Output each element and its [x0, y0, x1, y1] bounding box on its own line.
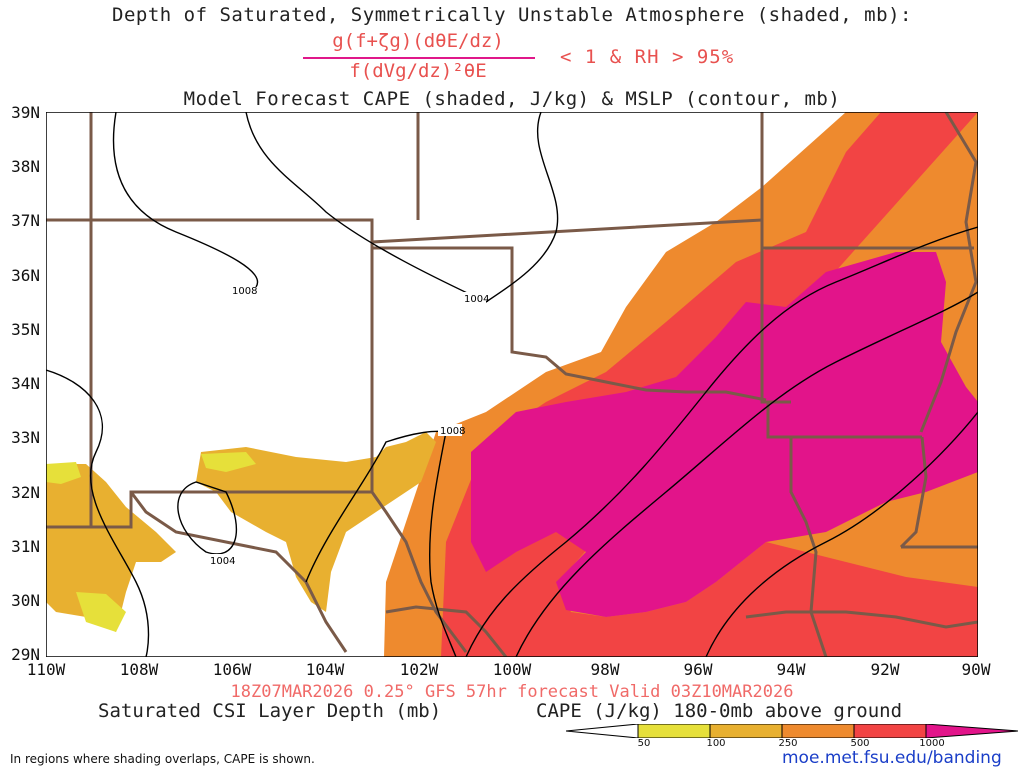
lon-label: 108W	[119, 660, 159, 679]
cape-legend-title: CAPE (J/kg) 180-0mb above ground	[536, 700, 903, 722]
title-line-3: Model Forecast CAPE (shaded, J/kg) & MSL…	[183, 88, 841, 110]
isobar-label: 1004	[210, 556, 235, 567]
forecast-map: 1008 1004 1008 1004	[46, 112, 978, 657]
colorbar-label: 50	[637, 738, 651, 749]
lon-label: 98W	[590, 660, 620, 679]
lat-label: 32N	[11, 483, 40, 502]
lon-label: 110W	[26, 660, 66, 679]
cape-colorbar	[566, 724, 1018, 738]
website-link[interactable]: moe.met.fsu.edu/banding	[782, 748, 1002, 768]
state-borders	[46, 112, 978, 657]
lon-label: 92W	[870, 660, 900, 679]
lon-label: 106W	[212, 660, 252, 679]
colorbar-label: 250	[778, 738, 798, 749]
lat-label: 34N	[11, 374, 40, 393]
lon-label: 96W	[683, 660, 713, 679]
lat-label: 37N	[11, 211, 40, 230]
colorbar-label: 500	[850, 738, 870, 749]
isobar-label: 1008	[232, 286, 257, 297]
lat-label: 38N	[11, 157, 40, 176]
lon-label: 100W	[492, 660, 532, 679]
lon-label: 102W	[399, 660, 439, 679]
lon-label: 90W	[961, 660, 991, 679]
colorbar-label: 100	[706, 738, 726, 749]
lat-label: 29N	[11, 645, 40, 664]
lat-label: 33N	[11, 428, 40, 447]
formula-condition: < 1 & RH > 95%	[560, 46, 735, 68]
lon-label: 94W	[776, 660, 806, 679]
overlap-note: In regions where shading overlaps, CAPE …	[10, 752, 315, 766]
title-line-1: Depth of Saturated, Symmetrically Unstab…	[112, 4, 912, 26]
lat-label: 31N	[11, 537, 40, 556]
lon-label: 104W	[305, 660, 345, 679]
isobar-label: 1004	[464, 294, 489, 305]
isobar-labels: 1008 1004 1008 1004	[208, 284, 489, 567]
formula-denominator: f(dVg/dz)²θE	[349, 60, 487, 82]
lat-label: 39N	[11, 103, 40, 122]
csi-legend-title: Saturated CSI Layer Depth (mb)	[98, 700, 442, 722]
formula-numerator: g(f+ζg)(dθE/dz)	[332, 30, 504, 52]
lat-label: 35N	[11, 320, 40, 339]
colorbar-label: 1000	[919, 738, 945, 749]
formula-fraction-bar	[303, 57, 535, 59]
valid-time-line: 18Z07MAR2026 0.25° GFS 57hr forecast Val…	[230, 682, 794, 702]
lat-label: 36N	[11, 266, 40, 285]
isobar-label: 1008	[440, 426, 465, 437]
lat-label: 30N	[11, 591, 40, 610]
